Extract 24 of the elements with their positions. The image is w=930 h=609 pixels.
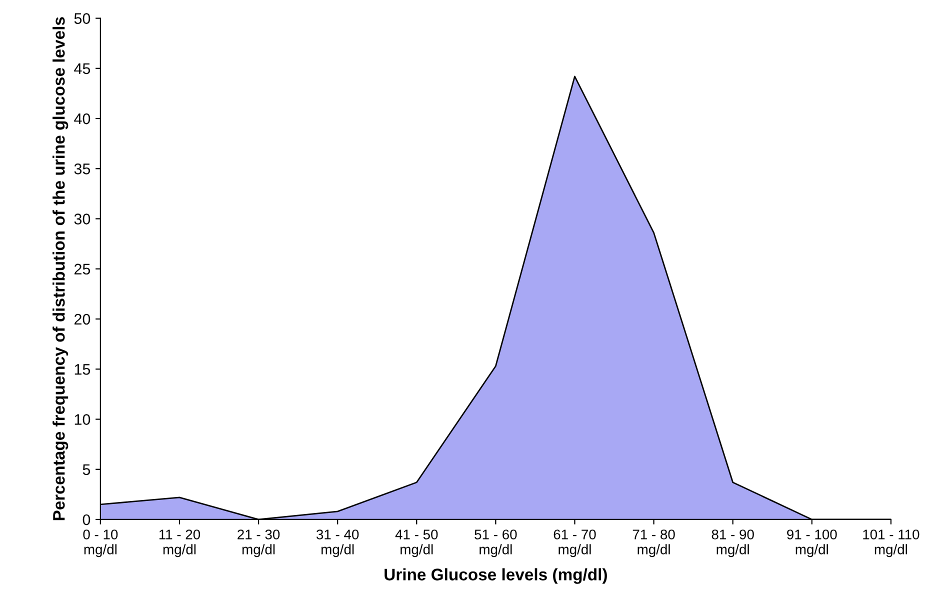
x-tick-label: 0 - 10 mg/dl [83,530,118,558]
x-tick-label: 11 - 20 mg/dl [159,530,200,558]
y-axis-title: Percentage frequency of distribution of the urine glucose levels [52,17,68,520]
x-tick-label: 91 - 100 mg/dl [787,530,837,558]
y-tick-label: 5 [82,464,90,476]
y-tick-label: 35 [74,164,90,174]
y-tick-label: 0 [82,514,90,526]
x-tick-label: 71 - 80 mg/dl [632,530,675,558]
x-tick-label: 21 - 30 mg/dl [238,530,280,558]
x-tick-label: 81 - 90 mg/dl [712,530,754,558]
y-tick-label: 30 [74,214,90,224]
y-tick-label: 40 [74,113,90,124]
x-tick-label: 101 - 110 mg/dl [863,530,920,558]
x-tick-label: 61 - 70 mg/dl [554,530,596,558]
y-tick-label: 10 [74,414,90,425]
y-tick-label: 20 [74,314,90,325]
y-tick-label: 15 [74,364,90,375]
y-tick-label: 25 [74,264,90,275]
x-tick-label: 51 - 60 mg/dl [474,530,517,558]
y-tick-label: 50 [74,13,90,24]
x-axis-title: Urine Glucose levels (mg/dl) [384,568,607,584]
y-tick-label: 45 [74,63,90,74]
x-tick-label: 31 - 40 mg/dl [316,530,359,558]
x-tick-label: 41 - 50 mg/dl [395,530,438,558]
